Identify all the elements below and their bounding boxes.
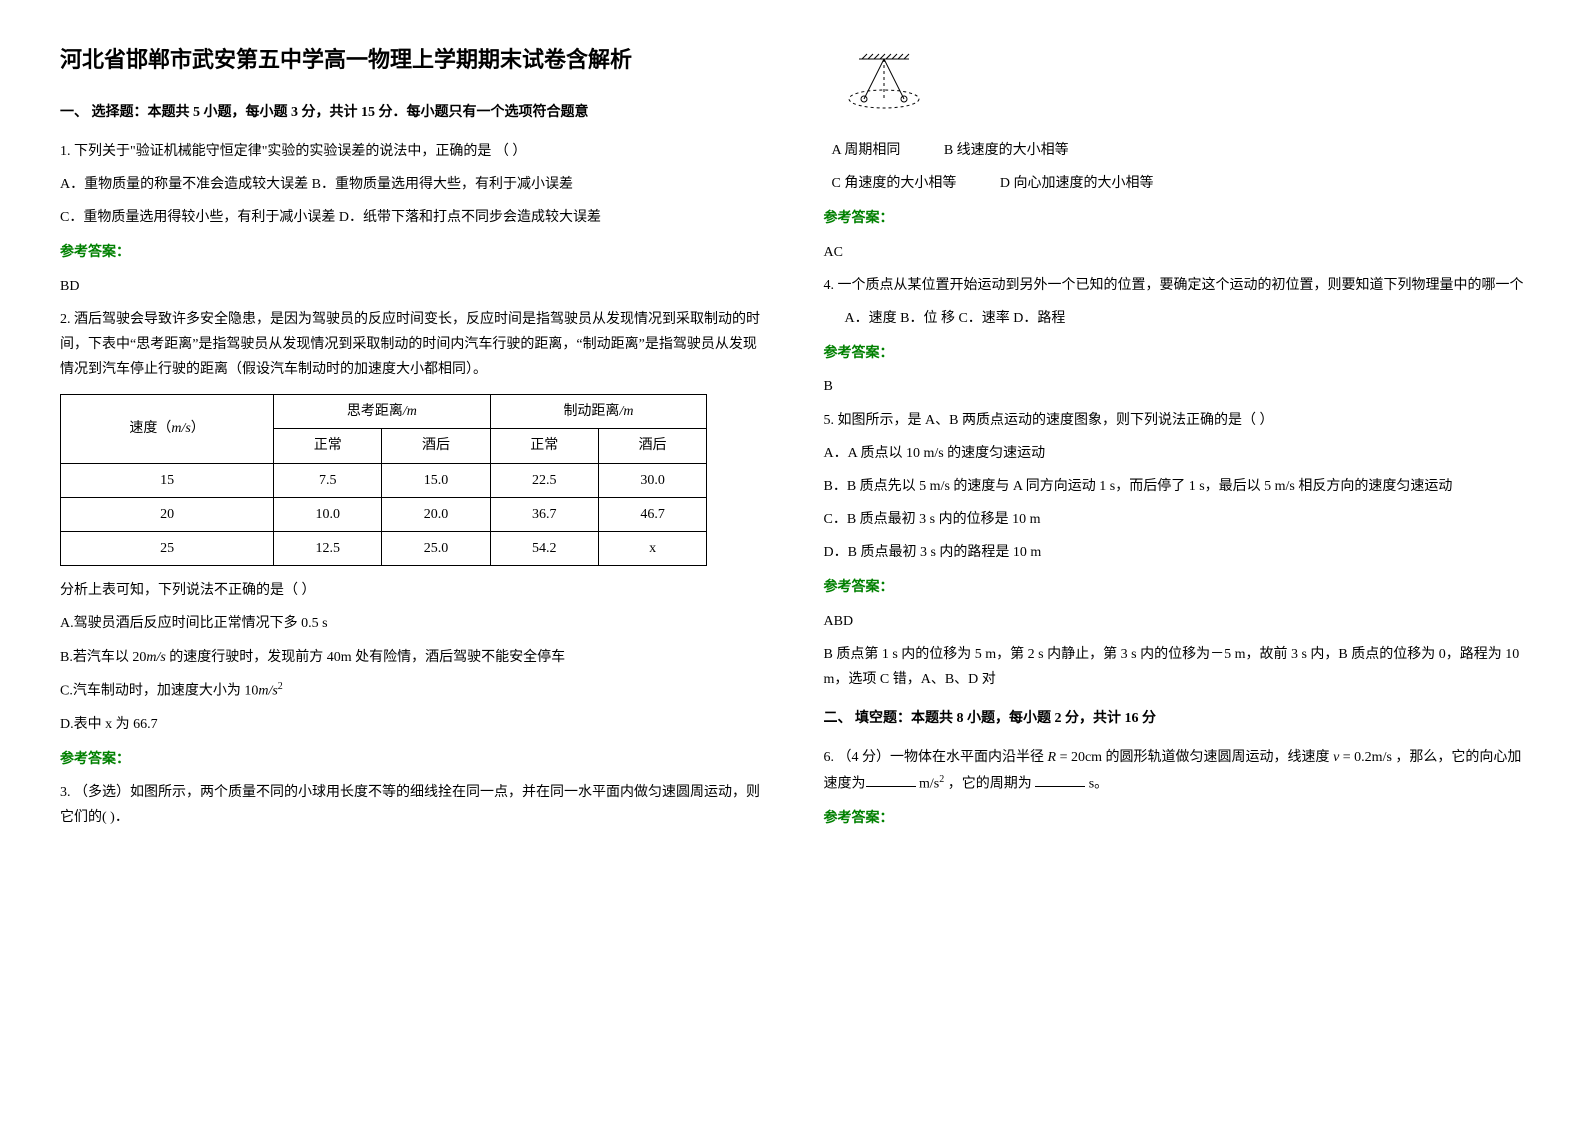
- q5-stem: 5. 如图所示，是 A、B 两质点运动的速度图象，则下列说法正确的是（ ）: [824, 408, 1528, 433]
- table-row: 15 7.5 15.0 22.5 30.0: [61, 463, 707, 497]
- table-row: 25 12.5 25.0 54.2 x: [61, 532, 707, 566]
- q4-opts: A．速度 B．位 移 C．速率 D．路程: [824, 306, 1528, 331]
- th-drunk1: 酒后: [382, 429, 490, 463]
- q3-opt-b: B 线速度的大小相等: [944, 138, 1069, 163]
- cell: 25: [61, 532, 274, 566]
- q6-answer-label: 参考答案：: [824, 806, 1528, 831]
- cell: x: [598, 532, 706, 566]
- q2-stem: 2. 酒后驾驶会导致许多安全隐患，是因为驾驶员的反应时间变长，反应时间是指驾驶员…: [60, 307, 764, 383]
- q2-opt-c: C.汽车制动时，加速度大小为 10m/s2: [60, 678, 764, 704]
- q3-stem: 3. （多选）如图所示，两个质量不同的小球用长度不等的细线拴在同一点，并在同一水…: [60, 780, 764, 830]
- unit-ms2: m/s: [258, 683, 277, 698]
- section-2-head: 二、 填空题：本题共 8 小题，每小题 2 分，共计 16 分: [824, 706, 1528, 731]
- th-speed-pre: 速度（: [129, 421, 171, 436]
- q3-opt-row-2: C 角速度的大小相等 D 向心加速度的大小相等: [832, 171, 1528, 196]
- th-speed: 速度（m/s）: [61, 395, 274, 463]
- q1-answer-label: 参考答案：: [60, 240, 764, 265]
- unit-ms: m/s: [171, 421, 190, 436]
- right-column: A 周期相同 B 线速度的大小相等 C 角速度的大小相等 D 向心加速度的大小相…: [824, 40, 1528, 838]
- q1-opt-ab: A．重物质量的称量不准会造成较大误差 B．重物质量选用得大些，有利于减小误差: [60, 172, 764, 197]
- q5-opt-c: C．B 质点最初 3 s 内的位移是 10 m: [824, 507, 1528, 532]
- th-normal2: 正常: [490, 429, 598, 463]
- q2-c-pre: C.汽车制动时，加速度大小为 10: [60, 683, 258, 698]
- table-row: 20 10.0 20.0 36.7 46.7: [61, 497, 707, 531]
- cell: 54.2: [490, 532, 598, 566]
- cell: 12.5: [274, 532, 382, 566]
- cell: 10.0: [274, 497, 382, 531]
- q5-opt-d: D．B 质点最初 3 s 内的路程是 10 m: [824, 540, 1528, 565]
- th-brake: 制动距离/m: [490, 395, 707, 429]
- q2-opt-d: D.表中 x 为 66.7: [60, 712, 764, 737]
- q6-stem: 6. （4 分）一物体在水平面内沿半径 R = 20cm 的圆形轨道做匀速圆周运…: [824, 745, 1528, 796]
- th-think: 思考距离/m: [274, 395, 491, 429]
- cell: 20: [61, 497, 274, 531]
- q6-t5: ，它的周期为: [944, 776, 1035, 791]
- unit-m2: /m: [619, 404, 633, 419]
- q5-answer: ABD: [824, 609, 1528, 634]
- table-row: 速度（m/s） 思考距离/m 制动距离/m: [61, 395, 707, 429]
- q5-explain: B 质点第 1 s 内的位移为 5 m，第 2 s 内静止，第 3 s 内的位移…: [824, 642, 1528, 692]
- q1-answer: BD: [60, 274, 764, 299]
- q3-opt-c: C 角速度的大小相等: [832, 171, 957, 196]
- blank-2: [1035, 773, 1085, 787]
- q2-table: 速度（m/s） 思考距离/m 制动距离/m 正常 酒后 正常 酒后 15 7.5…: [60, 394, 707, 566]
- th-drunk2: 酒后: [598, 429, 706, 463]
- q5-answer-label: 参考答案：: [824, 575, 1528, 600]
- th-speed-post: ）: [191, 421, 205, 436]
- unit-ms-b: m/s: [146, 650, 165, 665]
- cell: 15: [61, 463, 274, 497]
- q6-t2: = 20cm 的圆形轨道做匀速圆周运动，线速度: [1056, 750, 1333, 765]
- q2-b-post: 的速度行驶时，发现前方 40m 处有险情，酒后驾驶不能安全停车: [166, 650, 565, 665]
- q6-t1: 6. （4 分）一物体在水平面内沿半径: [824, 750, 1048, 765]
- q2-answer-label: 参考答案：: [60, 747, 764, 772]
- cell: 25.0: [382, 532, 490, 566]
- q5-opt-a: A．A 质点以 10 m/s 的速度匀速运动: [824, 441, 1528, 466]
- cell: 20.0: [382, 497, 490, 531]
- q2-post: 分析上表可知，下列说法不正确的是（ ）: [60, 578, 764, 603]
- q2-opt-b: B.若汽车以 20m/s 的速度行驶时，发现前方 40m 处有险情，酒后驾驶不能…: [60, 645, 764, 670]
- q6-t6: s。: [1085, 776, 1108, 791]
- unit-m1: /m: [403, 404, 417, 419]
- q3-diagram: [834, 44, 954, 124]
- q4-answer: B: [824, 374, 1528, 399]
- th-brake-text: 制动距离: [563, 404, 619, 419]
- left-column: 河北省邯郸市武安第五中学高一物理上学期期末试卷含解析 一、 选择题：本题共 5 …: [60, 40, 764, 838]
- q2-opt-a: A.驾驶员酒后反应时间比正常情况下多 0.5 s: [60, 611, 764, 636]
- cell: 36.7: [490, 497, 598, 531]
- q4-stem: 4. 一个质点从某位置开始运动到另外一个已知的位置，要确定这个运动的初位置，则要…: [824, 273, 1528, 298]
- q2-b-pre: B.若汽车以 20: [60, 650, 146, 665]
- cell: 30.0: [598, 463, 706, 497]
- th-normal1: 正常: [274, 429, 382, 463]
- blank-1: [866, 773, 916, 787]
- var-R: R: [1048, 750, 1057, 765]
- q1-stem: 1. 下列关于"验证机械能守恒定律"实验的实验误差的说法中，正确的是 （ ）: [60, 139, 764, 164]
- q1-opt-cd: C．重物质量选用得较小些，有利于减小误差 D．纸带下落和打点不同步会造成较大误差: [60, 205, 764, 230]
- q5-opt-b: B．B 质点先以 5 m/s 的速度与 A 同方向运动 1 s，而后停了 1 s…: [824, 474, 1528, 499]
- q3-answer-label: 参考答案：: [824, 206, 1528, 231]
- cell: 7.5: [274, 463, 382, 497]
- q6-t4: m/s: [916, 776, 940, 791]
- cell: 22.5: [490, 463, 598, 497]
- page-title: 河北省邯郸市武安第五中学高一物理上学期期末试卷含解析: [60, 40, 764, 80]
- cell: 15.0: [382, 463, 490, 497]
- q3-opt-d: D 向心加速度的大小相等: [1000, 171, 1154, 196]
- q3-opt-a: A 周期相同: [832, 138, 901, 163]
- sup-2: 2: [278, 681, 283, 692]
- section-1-head: 一、 选择题：本题共 5 小题，每小题 3 分，共计 15 分．每小题只有一个选…: [60, 100, 764, 125]
- q3-opt-row-1: A 周期相同 B 线速度的大小相等: [832, 138, 1528, 163]
- q3-answer: AC: [824, 240, 1528, 265]
- cell: 46.7: [598, 497, 706, 531]
- th-think-text: 思考距离: [347, 404, 403, 419]
- q4-answer-label: 参考答案：: [824, 341, 1528, 366]
